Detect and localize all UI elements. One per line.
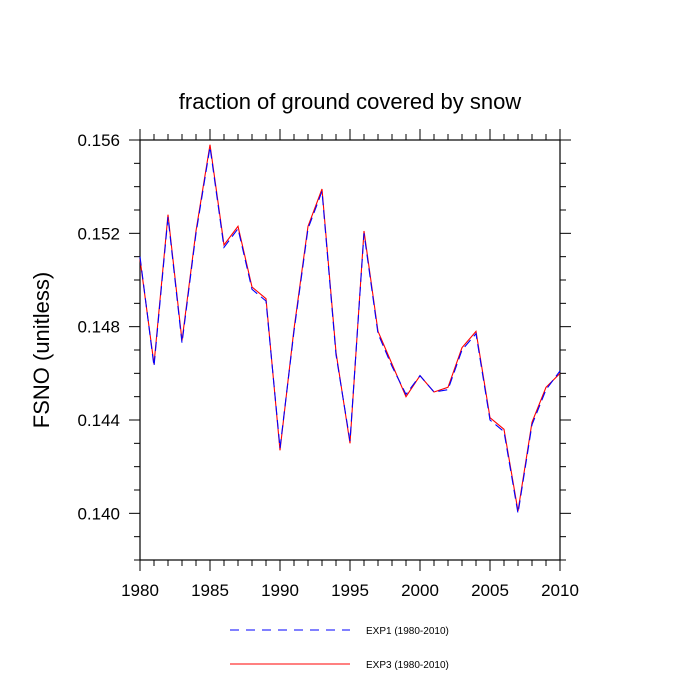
chart-title: fraction of ground covered by snow	[179, 89, 522, 114]
legend-label-exp1: EXP1 (1980-2010)	[366, 626, 449, 637]
plot-area: 1980 1985 1990 1995 2000 2005 20100.1400.1440.…	[77, 129, 579, 600]
x-axis-ticks: 1980 1985 1990 1995 2000 2005 2010	[121, 129, 579, 600]
y-axis-ticks: 0.140 0.144 0.148 0.152 0.156	[77, 131, 571, 561]
series-line-exp3	[139, 144, 561, 512]
x-tick-label: 1980	[121, 581, 159, 600]
x-tick-label: 1995	[331, 581, 369, 600]
series-line-exp1	[139, 146, 561, 514]
x-tick-label: 1985	[191, 581, 229, 600]
plot-frame	[139, 139, 561, 561]
y-tick-label: 0.148	[77, 318, 120, 337]
x-tick-label: 1990	[261, 581, 299, 600]
y-tick-label: 0.156	[77, 131, 120, 150]
y-tick-label: 0.144	[77, 411, 120, 430]
y-tick-label: 0.140	[77, 504, 120, 523]
legend-label-exp3: EXP3 (1980-2010)	[366, 660, 449, 671]
y-axis-label: FSNO (unitless)	[29, 272, 54, 428]
x-tick-label: 2000	[401, 581, 439, 600]
legend: EXP1 (1980-2010) EXP3 (1980-2010)	[230, 626, 449, 671]
x-tick-label: 2005	[471, 581, 509, 600]
y-tick-label: 0.152	[77, 224, 120, 243]
x-tick-label: 2010	[541, 581, 579, 600]
